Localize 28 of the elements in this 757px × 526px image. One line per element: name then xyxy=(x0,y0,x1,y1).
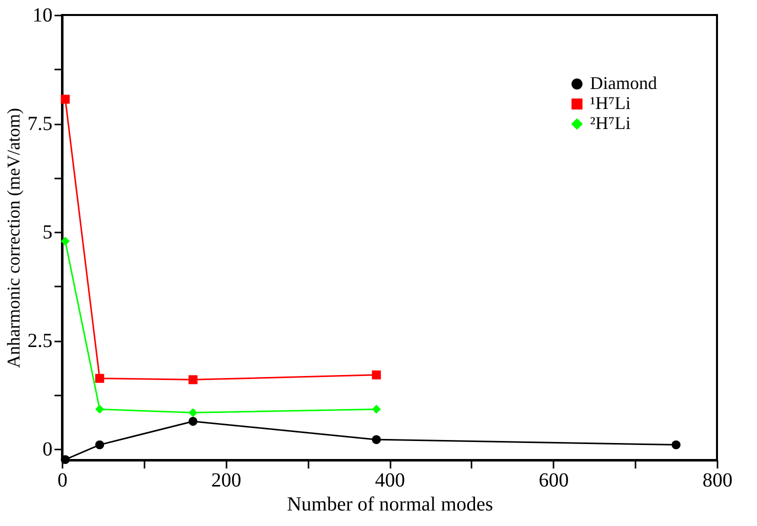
point xyxy=(60,236,70,246)
x-tick-label: 400 xyxy=(375,470,405,492)
x-axis-title: Number of normal modes xyxy=(286,494,494,516)
point xyxy=(372,404,381,414)
y-tick-label: 0 xyxy=(42,438,52,461)
point xyxy=(372,435,381,444)
y-axis-title: Anharmonic correction (meV/atom) xyxy=(4,108,24,368)
legend-label: ²H⁷Li xyxy=(590,113,631,133)
y-tick-label: 7.5 xyxy=(28,113,52,136)
point xyxy=(188,408,198,418)
legend-label: ¹H⁷Li xyxy=(590,93,631,113)
point xyxy=(95,440,104,450)
point xyxy=(60,455,70,464)
y-tick-label: 2.5 xyxy=(28,330,52,352)
point xyxy=(372,370,381,380)
y-tick-label: 5 xyxy=(42,222,52,244)
x-tick-label: 600 xyxy=(538,470,569,492)
x-tick-label: 0 xyxy=(58,470,68,492)
y-tick-label: 10 xyxy=(32,4,52,26)
point xyxy=(95,374,104,383)
point xyxy=(60,94,70,104)
legend-label: Diamond xyxy=(590,73,657,93)
point xyxy=(188,375,198,384)
point xyxy=(188,416,198,426)
point xyxy=(672,440,681,450)
x-tick-label: 200 xyxy=(211,470,242,492)
x-tick-label: 800 xyxy=(702,470,732,492)
point xyxy=(95,404,104,414)
